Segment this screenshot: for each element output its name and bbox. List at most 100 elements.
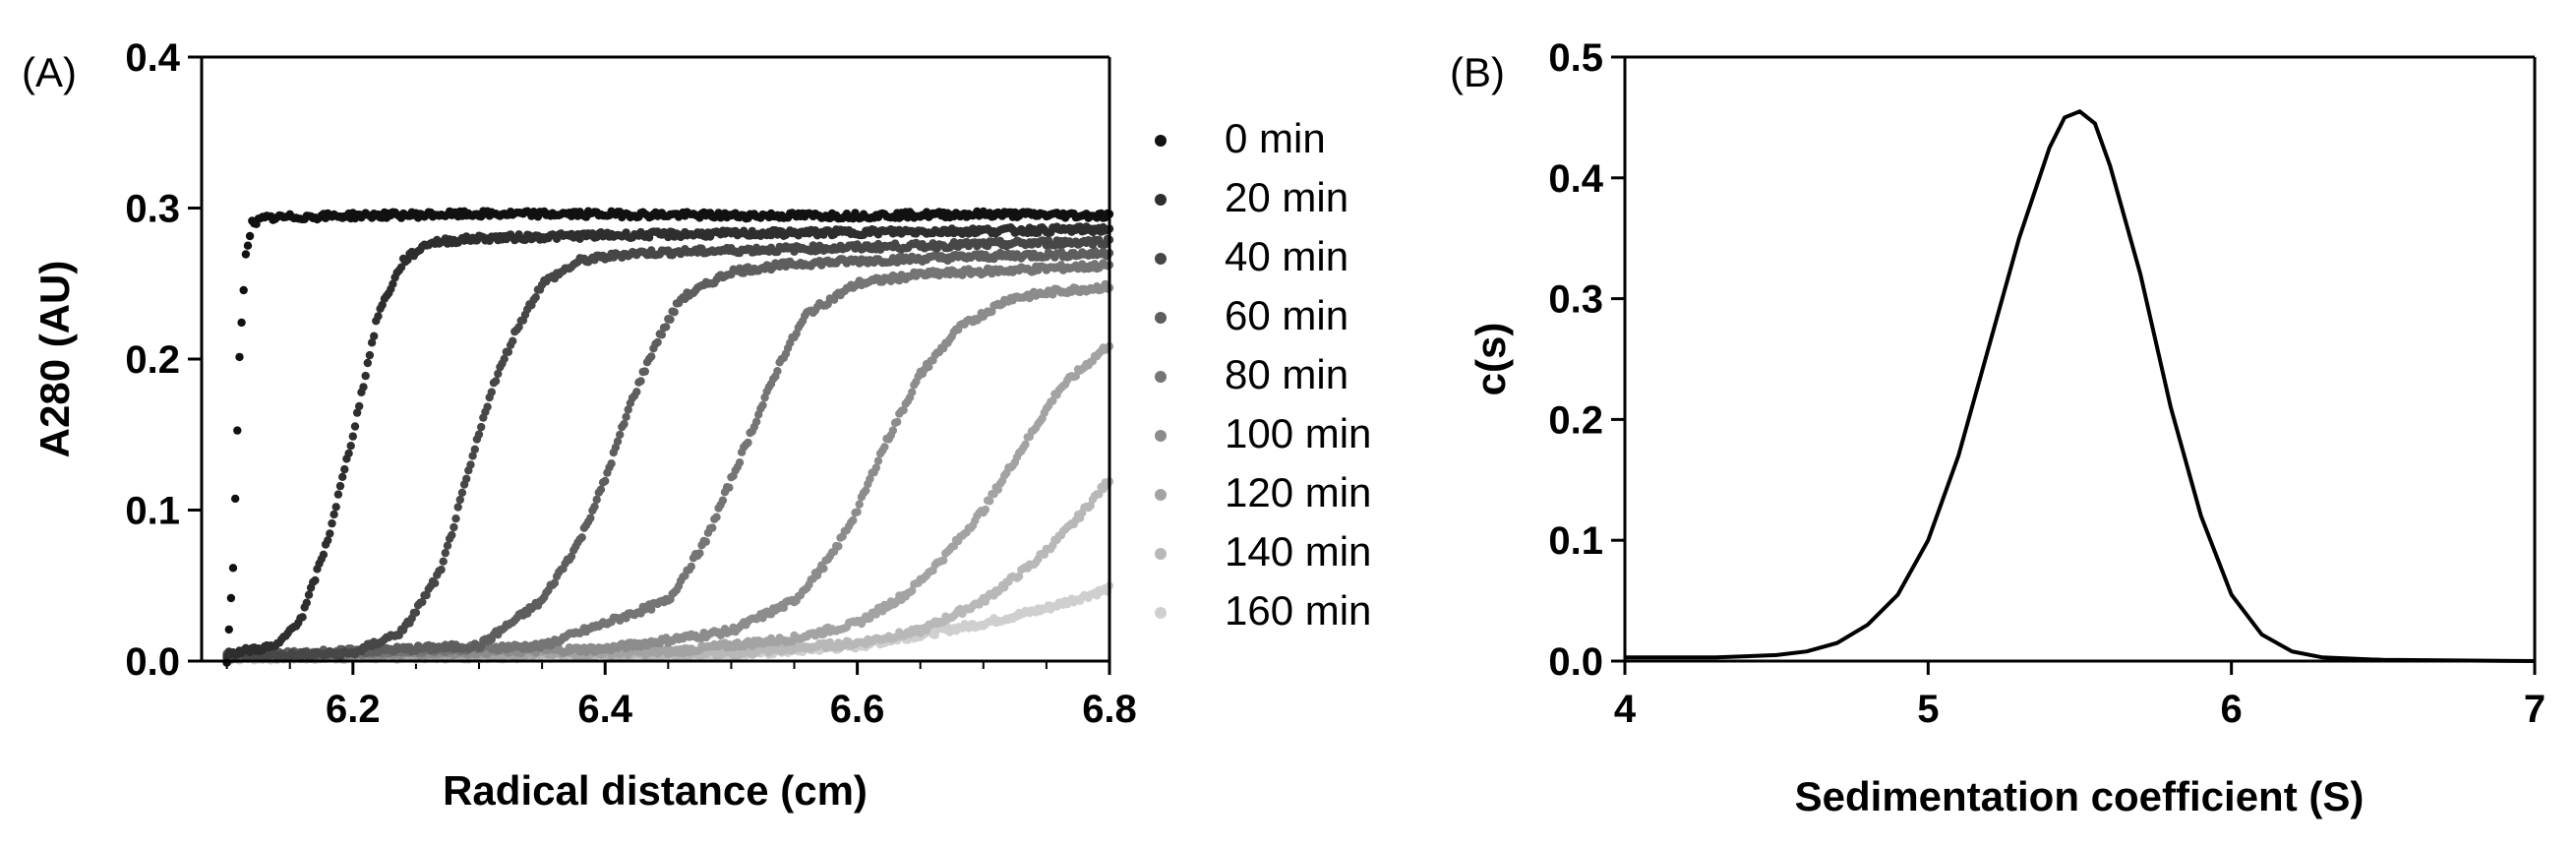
data-point [1014,572,1024,581]
legend-marker [1155,194,1167,206]
panel-a-chart: (A) 6.2 6.4 6.6 6.8 0.0 0.1 0.2 0.3 0.4 Radical … [22,36,1371,814]
panel-a-label: (A) [22,49,77,95]
data-point [616,430,625,440]
data-point [607,459,616,468]
panel-a-y-tick-label: 0.2 [125,338,180,382]
data-point [311,575,320,585]
data-point [849,515,858,525]
panel-b-x-axis-title: Sedimentation coefficient (S) [1795,773,2365,819]
data-point [888,426,898,435]
data-point [483,402,492,411]
series-20-min [222,222,1114,660]
data-point [624,405,632,414]
series-120-min [222,341,1114,664]
data-point [468,452,477,460]
legend-marker [1155,253,1167,265]
data-point [346,442,355,451]
data-point [228,564,238,573]
legend-label: 60 min [1225,292,1348,338]
panel-a-ticks: 6.2 6.4 6.6 6.8 0.0 0.1 0.2 0.3 0.4 [125,36,1136,731]
legend-label: 0 min [1225,115,1326,161]
data-point [451,514,460,523]
data-point [487,388,496,396]
panel-a-y-tick-label: 0.1 [125,490,180,533]
data-point [718,496,728,505]
panel-b-x-tick-label: 6 [2221,688,2243,731]
data-point [1021,440,1030,449]
data-point [233,426,242,435]
data-point [744,438,752,448]
data-point [328,518,336,528]
data-point [462,474,471,483]
data-point [613,437,623,446]
data-point [531,293,540,302]
data-point [453,503,462,512]
panel-b-y-axis-title: c(s) [1468,323,1514,396]
data-point [670,308,679,317]
data-point [338,472,347,481]
data-point [370,332,379,340]
panel-b-y-tick-label: 0.1 [1548,519,1603,563]
legend-label: 40 min [1225,233,1348,279]
data-point [348,432,357,441]
legend-marker [1155,371,1167,383]
panel-a-y-axis-title: A280 (AU) [31,261,78,458]
data-point [866,474,874,484]
legend-marker [1155,135,1167,147]
data-point [441,548,449,558]
data-point [653,337,662,347]
data-point [1048,396,1057,405]
data-point [241,250,251,259]
data-point [494,369,503,379]
legend-label: 80 min [1225,351,1348,397]
legend-marker [1155,430,1167,442]
data-point [439,557,448,566]
data-point [1071,372,1081,381]
data-point [361,371,370,381]
data-point [335,481,345,491]
data-point [239,285,248,295]
data-point [586,514,595,522]
data-point [601,476,610,486]
data-point [620,419,629,429]
data-point [662,323,671,332]
legend-marker [1155,312,1167,324]
data-point [443,541,452,550]
data-point [437,565,446,575]
data-point [304,590,314,599]
data-point [491,377,501,386]
data-point [245,231,255,241]
data-point [855,500,864,509]
panel-b-y-tick-label: 0.5 [1548,36,1603,80]
data-point [224,625,233,635]
data-point [319,550,329,559]
panel-b-y-tick-label: 0.2 [1548,398,1603,442]
data-point [657,331,667,339]
panel-b-y-tick-label: 0.4 [1548,157,1603,201]
data-point [592,495,601,505]
data-point [666,315,675,324]
data-point [352,408,362,417]
data-point [647,352,656,361]
panel-a-x-axis-title: Radical distance (cm) [443,767,868,814]
legend-label: 20 min [1225,174,1348,220]
data-point [367,338,377,347]
data-point [324,536,332,545]
data-point [243,241,253,250]
panel-b-y-tick-label: 0.3 [1548,278,1603,322]
panel-b-y-tick-label: 0.0 [1548,640,1603,684]
data-point [514,323,523,332]
data-point [871,610,880,619]
data-point [431,578,440,587]
data-point [908,388,917,396]
data-point [590,502,599,512]
legend-label: 120 min [1225,469,1371,515]
data-point [577,533,586,542]
panel-b-x-tick-label: 4 [1614,688,1637,731]
data-point [474,430,484,439]
panel-b-distribution-line [1625,109,2536,663]
data-point [333,490,343,499]
data-point [411,608,421,617]
data-point [708,523,717,532]
